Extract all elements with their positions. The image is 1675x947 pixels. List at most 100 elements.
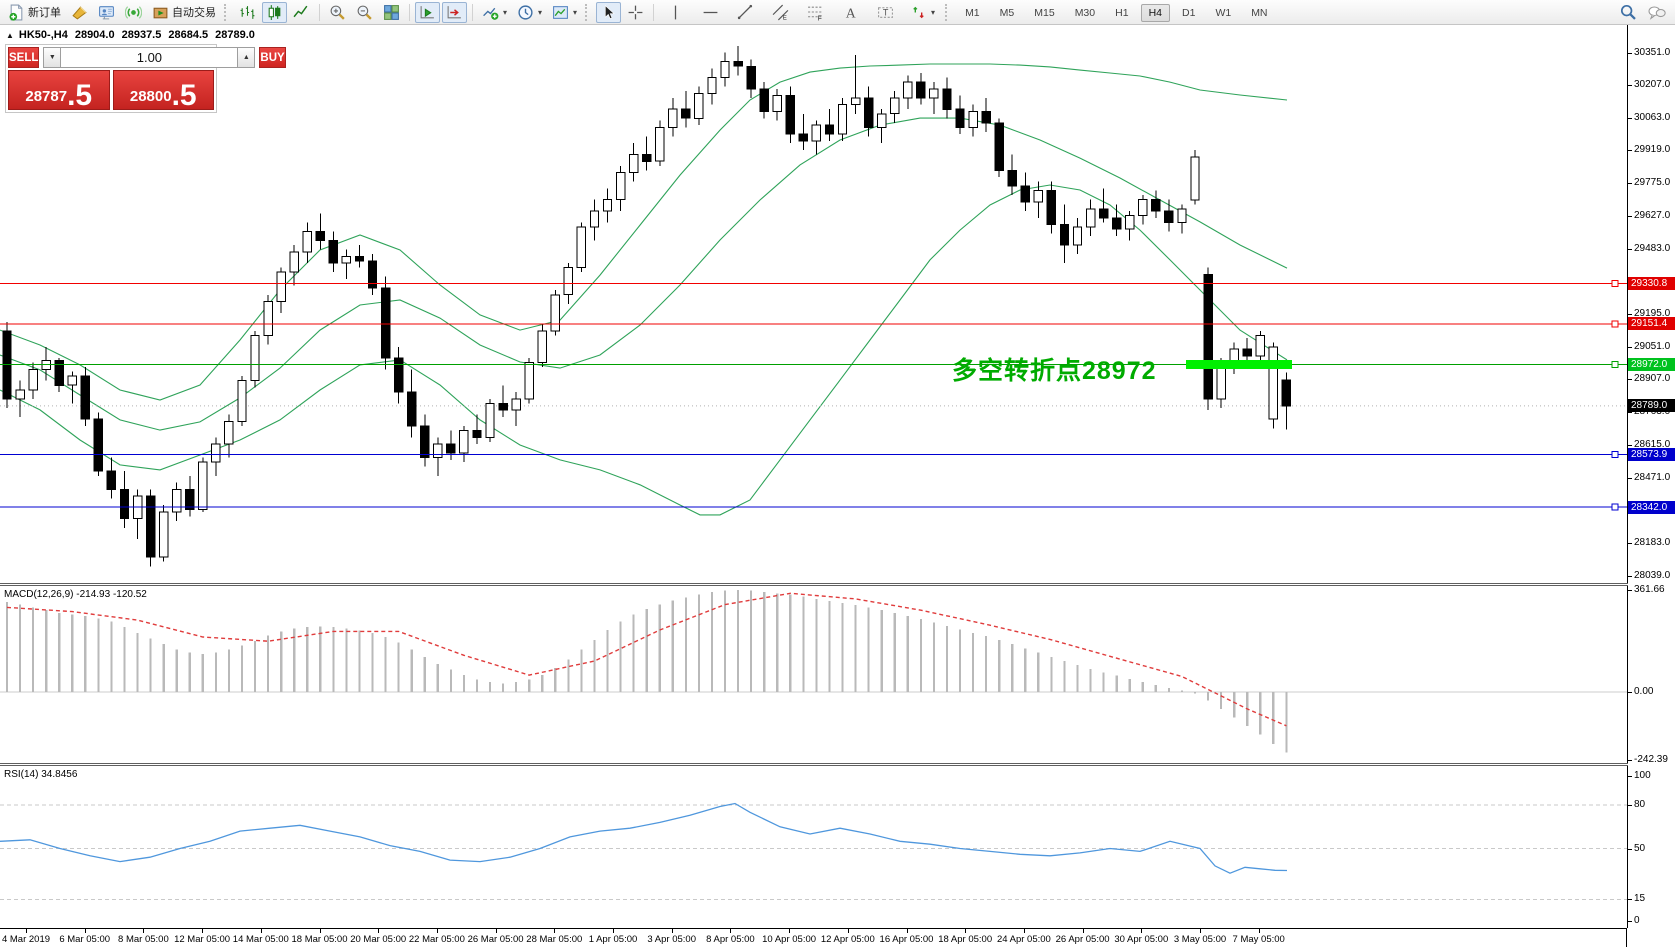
price-chart[interactable] [0,25,1627,583]
indicators-icon [483,7,499,20]
zoom-in-button[interactable] [325,2,350,23]
candlestick-button[interactable] [262,1,287,23]
candle [955,108,965,128]
toolbar-separator [945,3,950,21]
volume-down-button[interactable]: ▼ [43,47,62,68]
horizontal-line-button[interactable] [694,2,727,23]
volume-up-button[interactable]: ▲ [237,47,256,68]
candle [302,230,313,253]
arrows-button[interactable]: ▾ [904,2,941,23]
periods-button[interactable]: ▾ [513,2,546,23]
timeframe-w1[interactable]: W1 [1207,4,1239,22]
candle [198,461,208,511]
rsi-label: RSI(14) 34.8456 [4,769,78,780]
line-handle [1611,503,1619,511]
timeframe-h1[interactable]: H1 [1107,4,1136,22]
auto-scroll-button[interactable] [415,1,440,23]
line-chart-button[interactable] [289,2,314,23]
templates-button[interactable]: ▾ [548,2,581,23]
time-label: 12 Apr 05:00 [820,933,875,945]
pane-separator[interactable] [0,583,1675,586]
time-axis[interactable]: 4 Mar 2019 6 Mar 05:00 8 Mar 05:00 12 Mar 0… [0,928,1627,947]
candle [707,77,717,94]
chart-styler-icon [72,5,87,20]
candle [720,61,730,79]
cursor-button[interactable] [596,1,622,23]
chart-shift-button[interactable] [442,1,467,23]
time-label: 1 Apr 05:00 [588,933,638,945]
timeframe-d1[interactable]: D1 [1174,4,1203,22]
candle [576,226,587,269]
horizontal-lines[interactable] [0,279,1627,511]
chat-button[interactable] [1643,2,1671,23]
candle [145,495,156,558]
terminal-button[interactable] [94,2,119,23]
candle [1164,210,1174,223]
timeframe-h4[interactable]: H4 [1140,3,1170,22]
toolbar: 新订单 自动交易 ▾ ▾ [0,0,1675,25]
new-order-button[interactable]: 新订单 [4,2,65,23]
candle [1255,335,1265,357]
candle [1007,169,1017,187]
rsi-pane[interactable]: RSI(14) 34.8456 [0,766,1628,928]
auto-trading-button[interactable]: 自动交易 [148,2,220,23]
candle [472,430,482,438]
candle [772,95,782,112]
ohlc-high: 28937.5 [121,29,162,41]
time-label: 24 Apr 05:00 [996,933,1051,945]
label-button[interactable]: T [869,2,902,23]
fibonacci-icon: F [808,6,823,21]
collapse-icon[interactable]: ▲ [6,30,14,40]
candle [1177,208,1187,223]
rsi-levels [0,804,1627,900]
main-chart-pane[interactable]: 多空转折点28972 [0,25,1628,583]
timeframe-m1[interactable]: M1 [957,4,988,22]
price-axis[interactable]: 30351.0 30207.0 30063.0 29919.0 29775.0 29627… [1628,25,1675,947]
sell-button[interactable]: SELL [8,47,40,68]
timeframe-m5[interactable]: M5 [992,4,1023,22]
text-button[interactable]: A [834,2,867,23]
timeframe-mn[interactable]: MN [1243,4,1275,22]
candle [1112,217,1122,230]
candle [942,88,952,110]
bar-chart-button[interactable] [235,2,260,23]
vertical-line-button[interactable] [659,2,692,23]
candle [380,287,391,359]
fibonacci-button[interactable]: F [799,2,832,23]
macd-pane[interactable]: MACD(12,26,9) -214.93 -120.52 [0,586,1628,763]
pane-separator[interactable] [0,763,1675,766]
pivot-annotation[interactable]: 多空转折点28972 [952,357,1157,385]
timeframe-m30[interactable]: M30 [1067,4,1103,22]
chart-styler-button[interactable] [67,2,92,23]
candle [1242,348,1252,357]
new-order-label: 新订单 [28,7,61,19]
templates-icon [553,5,568,19]
crosshair-button[interactable] [623,2,648,23]
candle [733,61,743,67]
rsi-chart[interactable] [0,766,1627,928]
buy-button[interactable]: BUY [259,47,286,68]
search-button[interactable] [1615,2,1641,23]
chevron-down-icon: ▾ [573,7,578,17]
zoom-out-button[interactable] [352,2,377,23]
candle [929,88,939,99]
ohlc-close: 28789.0 [215,29,255,41]
indicators-button[interactable]: ▾ [478,2,511,23]
signal-button[interactable] [121,2,146,23]
sell-price-button[interactable]: 28787.5 [8,70,110,110]
channel-button[interactable]: E [764,2,797,23]
trendline-button[interactable] [729,2,762,23]
candle [863,97,874,128]
candle [263,301,273,337]
buy-price-button[interactable]: 28800.5 [112,70,214,110]
volume-input[interactable] [61,47,238,68]
candle [602,199,613,212]
candle [1072,226,1083,246]
sell-price-fraction: .5 [67,78,93,112]
candle [615,172,626,201]
terminal-icon [99,5,114,19]
time-label: 16 Apr 05:00 [879,933,934,945]
timeframe-m15[interactable]: M15 [1026,4,1062,22]
tile-windows-button[interactable] [379,2,404,23]
macd-chart[interactable] [0,586,1627,763]
